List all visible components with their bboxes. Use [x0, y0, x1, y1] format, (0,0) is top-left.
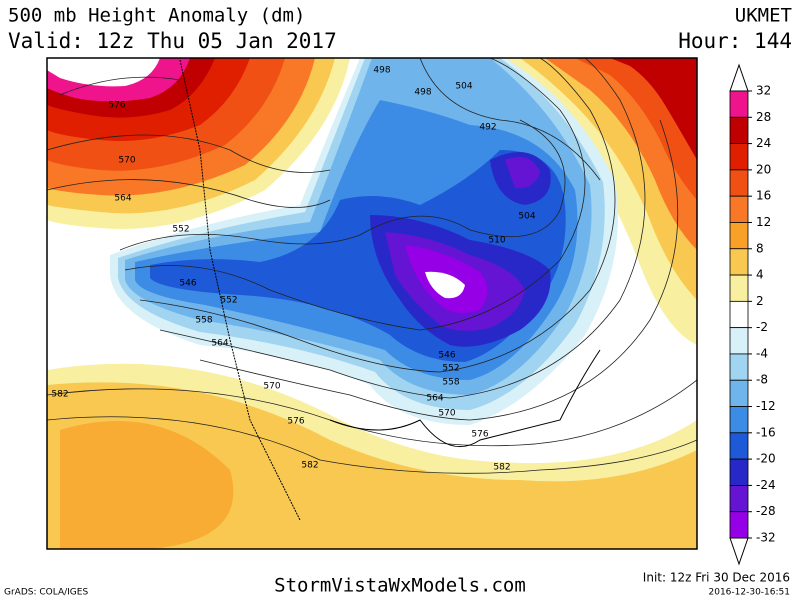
colorbar-segment — [729, 143, 749, 171]
colorbar-label: 16 — [756, 189, 771, 203]
colorbar-segment — [729, 195, 749, 223]
colorbar-label: 32 — [756, 84, 771, 98]
colorbar-segment — [729, 458, 749, 486]
contour-label: 570 — [263, 382, 280, 392]
map-frame — [46, 57, 698, 550]
colorbar-segment — [729, 274, 749, 302]
contour-label: 582 — [301, 461, 318, 471]
colorbar-segment — [729, 432, 749, 460]
colorbar-segment — [729, 485, 749, 513]
contour-label: 564 — [426, 394, 443, 404]
model: UKMET — [735, 5, 792, 27]
colorbar-end — [729, 63, 749, 92]
colorbar-label: 28 — [756, 110, 771, 124]
colorbar-segment — [729, 300, 749, 329]
colorbar-segment — [729, 169, 749, 197]
site: StormVistaWxModels.com — [274, 575, 526, 597]
contour-label: 558 — [195, 316, 212, 326]
colorbar-segment — [729, 116, 749, 144]
title: 500 mb Height Anomaly (dm) — [8, 5, 305, 27]
colorbar: 32 28 24 20 16 12 8 4 2 -2 -4 -8 -12 -16 -20 -24 -28 -32 — [729, 63, 776, 566]
colorbar-label: -20 — [756, 452, 776, 466]
map — [47, 58, 697, 549]
contour-label: 504 — [518, 212, 535, 222]
forecast-hour: Hour: 144 — [678, 29, 792, 53]
contour-label: 498 — [414, 88, 431, 98]
contour-label: 552 — [172, 225, 189, 235]
colorbar-label: -24 — [756, 478, 776, 492]
colorbar-segment — [729, 353, 749, 381]
colorbar-label: 12 — [756, 215, 771, 229]
timestamp: 2016-12-30-16:51 — [709, 588, 791, 598]
contour-label: 558 — [442, 378, 459, 388]
contour-label: 570 — [118, 156, 135, 166]
colorbar-segment — [729, 327, 749, 355]
init-time: Init: 12z Fri 30 Dec 2016 — [643, 571, 790, 585]
colorbar-segment — [729, 90, 749, 118]
colorbar-segment — [729, 222, 749, 250]
colorbar-label: -8 — [756, 373, 768, 387]
contour-label: 552 — [442, 364, 459, 374]
colorbar-end — [729, 537, 749, 566]
colorbar-label: 24 — [756, 136, 771, 150]
valid-time: Valid: 12z Thu 05 Jan 2017 — [8, 29, 337, 53]
contour-label: 576 — [287, 417, 304, 427]
contour-label: 504 — [455, 82, 472, 92]
credit: GrADS: COLA/IGES — [4, 588, 88, 598]
colorbar-segment — [729, 379, 749, 407]
contour-label: 576 — [108, 101, 125, 111]
contour-label: 564 — [211, 339, 228, 349]
contour-label: 498 — [373, 66, 390, 76]
contour-label: 546 — [438, 351, 455, 361]
colorbar-label: -16 — [756, 425, 776, 439]
colorbar-label: 8 — [756, 241, 764, 255]
contour-label: 492 — [479, 123, 496, 133]
colorbar-segment — [729, 248, 749, 276]
colorbar-label: -28 — [756, 504, 776, 518]
colorbar-label: -32 — [756, 531, 776, 545]
colorbar-label: 2 — [756, 294, 764, 308]
colorbar-label: 20 — [756, 162, 771, 176]
contour-label: 546 — [179, 279, 196, 289]
contour-label: 564 — [114, 194, 131, 204]
colorbar-segment — [729, 406, 749, 434]
colorbar-label: -2 — [756, 320, 768, 334]
contour-label: 570 — [438, 409, 455, 419]
contour-label: 582 — [51, 390, 68, 400]
contour-label: 552 — [220, 296, 237, 306]
colorbar-segment — [729, 511, 749, 539]
colorbar-label: -4 — [756, 346, 768, 360]
contour-label: 510 — [488, 236, 505, 246]
colorbar-label: -12 — [756, 399, 776, 413]
colorbar-label: 4 — [756, 268, 764, 282]
contour-label: 576 — [471, 430, 488, 440]
contour-label: 582 — [493, 463, 510, 473]
